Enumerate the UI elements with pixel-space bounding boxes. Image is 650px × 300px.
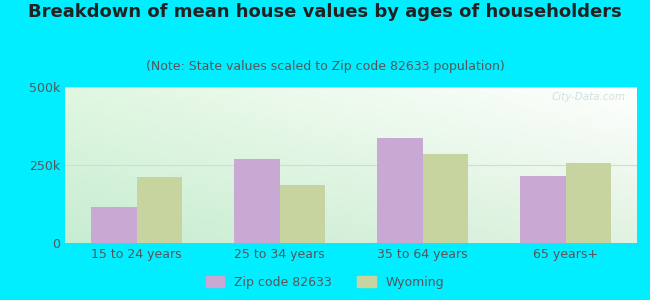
- Bar: [566, 164, 611, 243]
- Bar: [136, 178, 182, 243]
- Text: Breakdown of mean house values by ages of householders: Breakdown of mean house values by ages o…: [28, 3, 622, 21]
- Bar: [422, 154, 468, 243]
- Bar: [280, 185, 325, 243]
- Text: City-Data.com: City-Data.com: [551, 92, 625, 102]
- Legend: Zip code 82633, Wyoming: Zip code 82633, Wyoming: [201, 271, 449, 294]
- Bar: [377, 139, 423, 243]
- Bar: [520, 176, 566, 243]
- Bar: [234, 159, 280, 243]
- Bar: [91, 207, 136, 243]
- Text: (Note: State values scaled to Zip code 82633 population): (Note: State values scaled to Zip code 8…: [146, 60, 504, 73]
